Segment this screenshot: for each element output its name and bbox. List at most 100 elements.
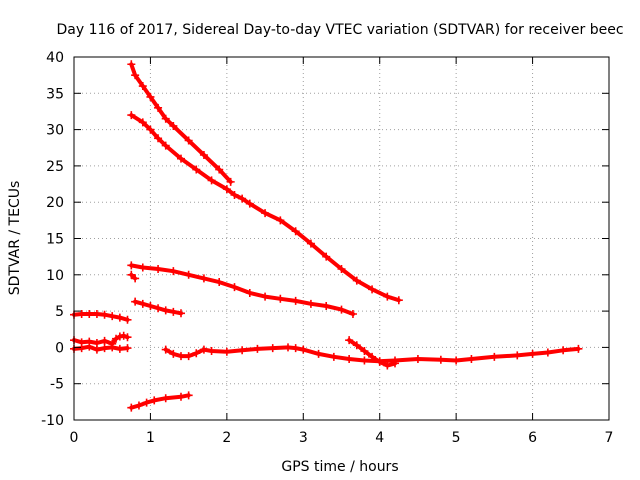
data-point [207,176,216,185]
data-point [177,154,185,163]
data-point [368,352,377,361]
y-tick-label: 40 [46,50,64,66]
data-point [146,92,155,101]
x-tick-label: 7 [605,430,614,446]
data-point [436,355,445,364]
data-series-arc-1 [127,60,235,186]
series-trace [129,113,401,303]
data-point [131,71,140,80]
data-point [134,401,143,410]
x-tick-label: 1 [146,430,155,446]
data-point [467,355,476,364]
axis-ticks: 0 1 2 3 4 5 6 7 -10 -5 0 5 10 15 20 25 30 35 40 [41,50,613,446]
data-point [368,285,377,294]
y-tick-label: -10 [41,413,64,429]
data-series-arc-3 [127,261,357,319]
data-point [360,347,369,356]
data-point [261,292,270,301]
data-point [322,302,331,311]
data-point [230,283,239,292]
data-point [276,216,285,225]
data-point [383,292,392,301]
data-point [177,392,185,401]
data-point [348,310,357,319]
y-tick-label: 25 [46,159,64,175]
data-point [154,103,163,112]
data-point [192,165,201,174]
data-point [543,348,552,357]
data-point [146,125,155,134]
data-point [345,336,354,345]
grid [74,57,609,420]
data-point [177,352,185,361]
y-tick-label: 0 [55,340,64,356]
x-tick-label: 3 [299,430,308,446]
data-point [77,310,86,319]
data-series-arc-9 [161,343,583,366]
data-point [138,118,147,127]
data-point [154,264,163,273]
data-point [452,356,461,365]
data-point [322,252,331,261]
data-point [345,355,354,364]
data-point [192,349,201,358]
y-axis-label: SDTVAR / TECUs [7,181,23,296]
data-point [245,199,254,208]
data-point [352,341,361,350]
data-point [528,349,537,358]
data-point [306,239,315,248]
y-tick-label: 10 [46,268,64,284]
data-point [253,344,262,353]
data-point [123,333,132,342]
data-point [391,359,399,368]
x-tick-label: 5 [452,430,461,446]
data-point [184,136,193,145]
data-point [142,398,151,407]
data-point [115,344,124,353]
data-series-arc-10 [345,336,399,370]
y-tick-label: -5 [50,377,64,393]
data-point [169,307,178,316]
y-tick-label: 5 [55,304,64,320]
data-point [383,361,392,370]
y-tick-label: 30 [46,123,64,139]
data-point [123,344,132,353]
data-point [352,276,361,285]
data-point [375,357,384,366]
data-point [291,344,300,353]
data-point [490,352,499,361]
data-point [146,302,155,311]
x-axis-label: GPS time / hours [281,459,398,475]
data-point [245,288,254,297]
data-point [169,349,178,358]
series-layer [70,60,583,412]
data-point [127,403,136,412]
data-point [306,299,315,308]
data-point [177,309,185,318]
data-point [314,349,323,358]
data-point [215,278,224,287]
data-point [169,267,178,276]
data-point [161,306,170,315]
data-point [199,274,208,283]
data-series-arc-11 [127,391,193,412]
data-point [154,304,163,313]
data-point [138,299,147,308]
data-point [394,296,403,305]
data-point [85,342,94,351]
data-point [261,209,270,218]
data-point [230,190,239,199]
data-point [169,121,178,130]
data-point [238,346,247,355]
data-point [413,355,422,364]
chart-title: Day 116 of 2017, Sidereal Day-to-day VTE… [56,22,623,38]
data-point [184,352,193,361]
data-point [150,396,159,405]
data-point [138,82,147,91]
data-point [184,391,193,400]
data-point [92,310,101,319]
data-point [337,264,346,273]
x-tick-label: 4 [375,430,384,446]
data-point [127,270,136,279]
data-point [226,177,235,186]
